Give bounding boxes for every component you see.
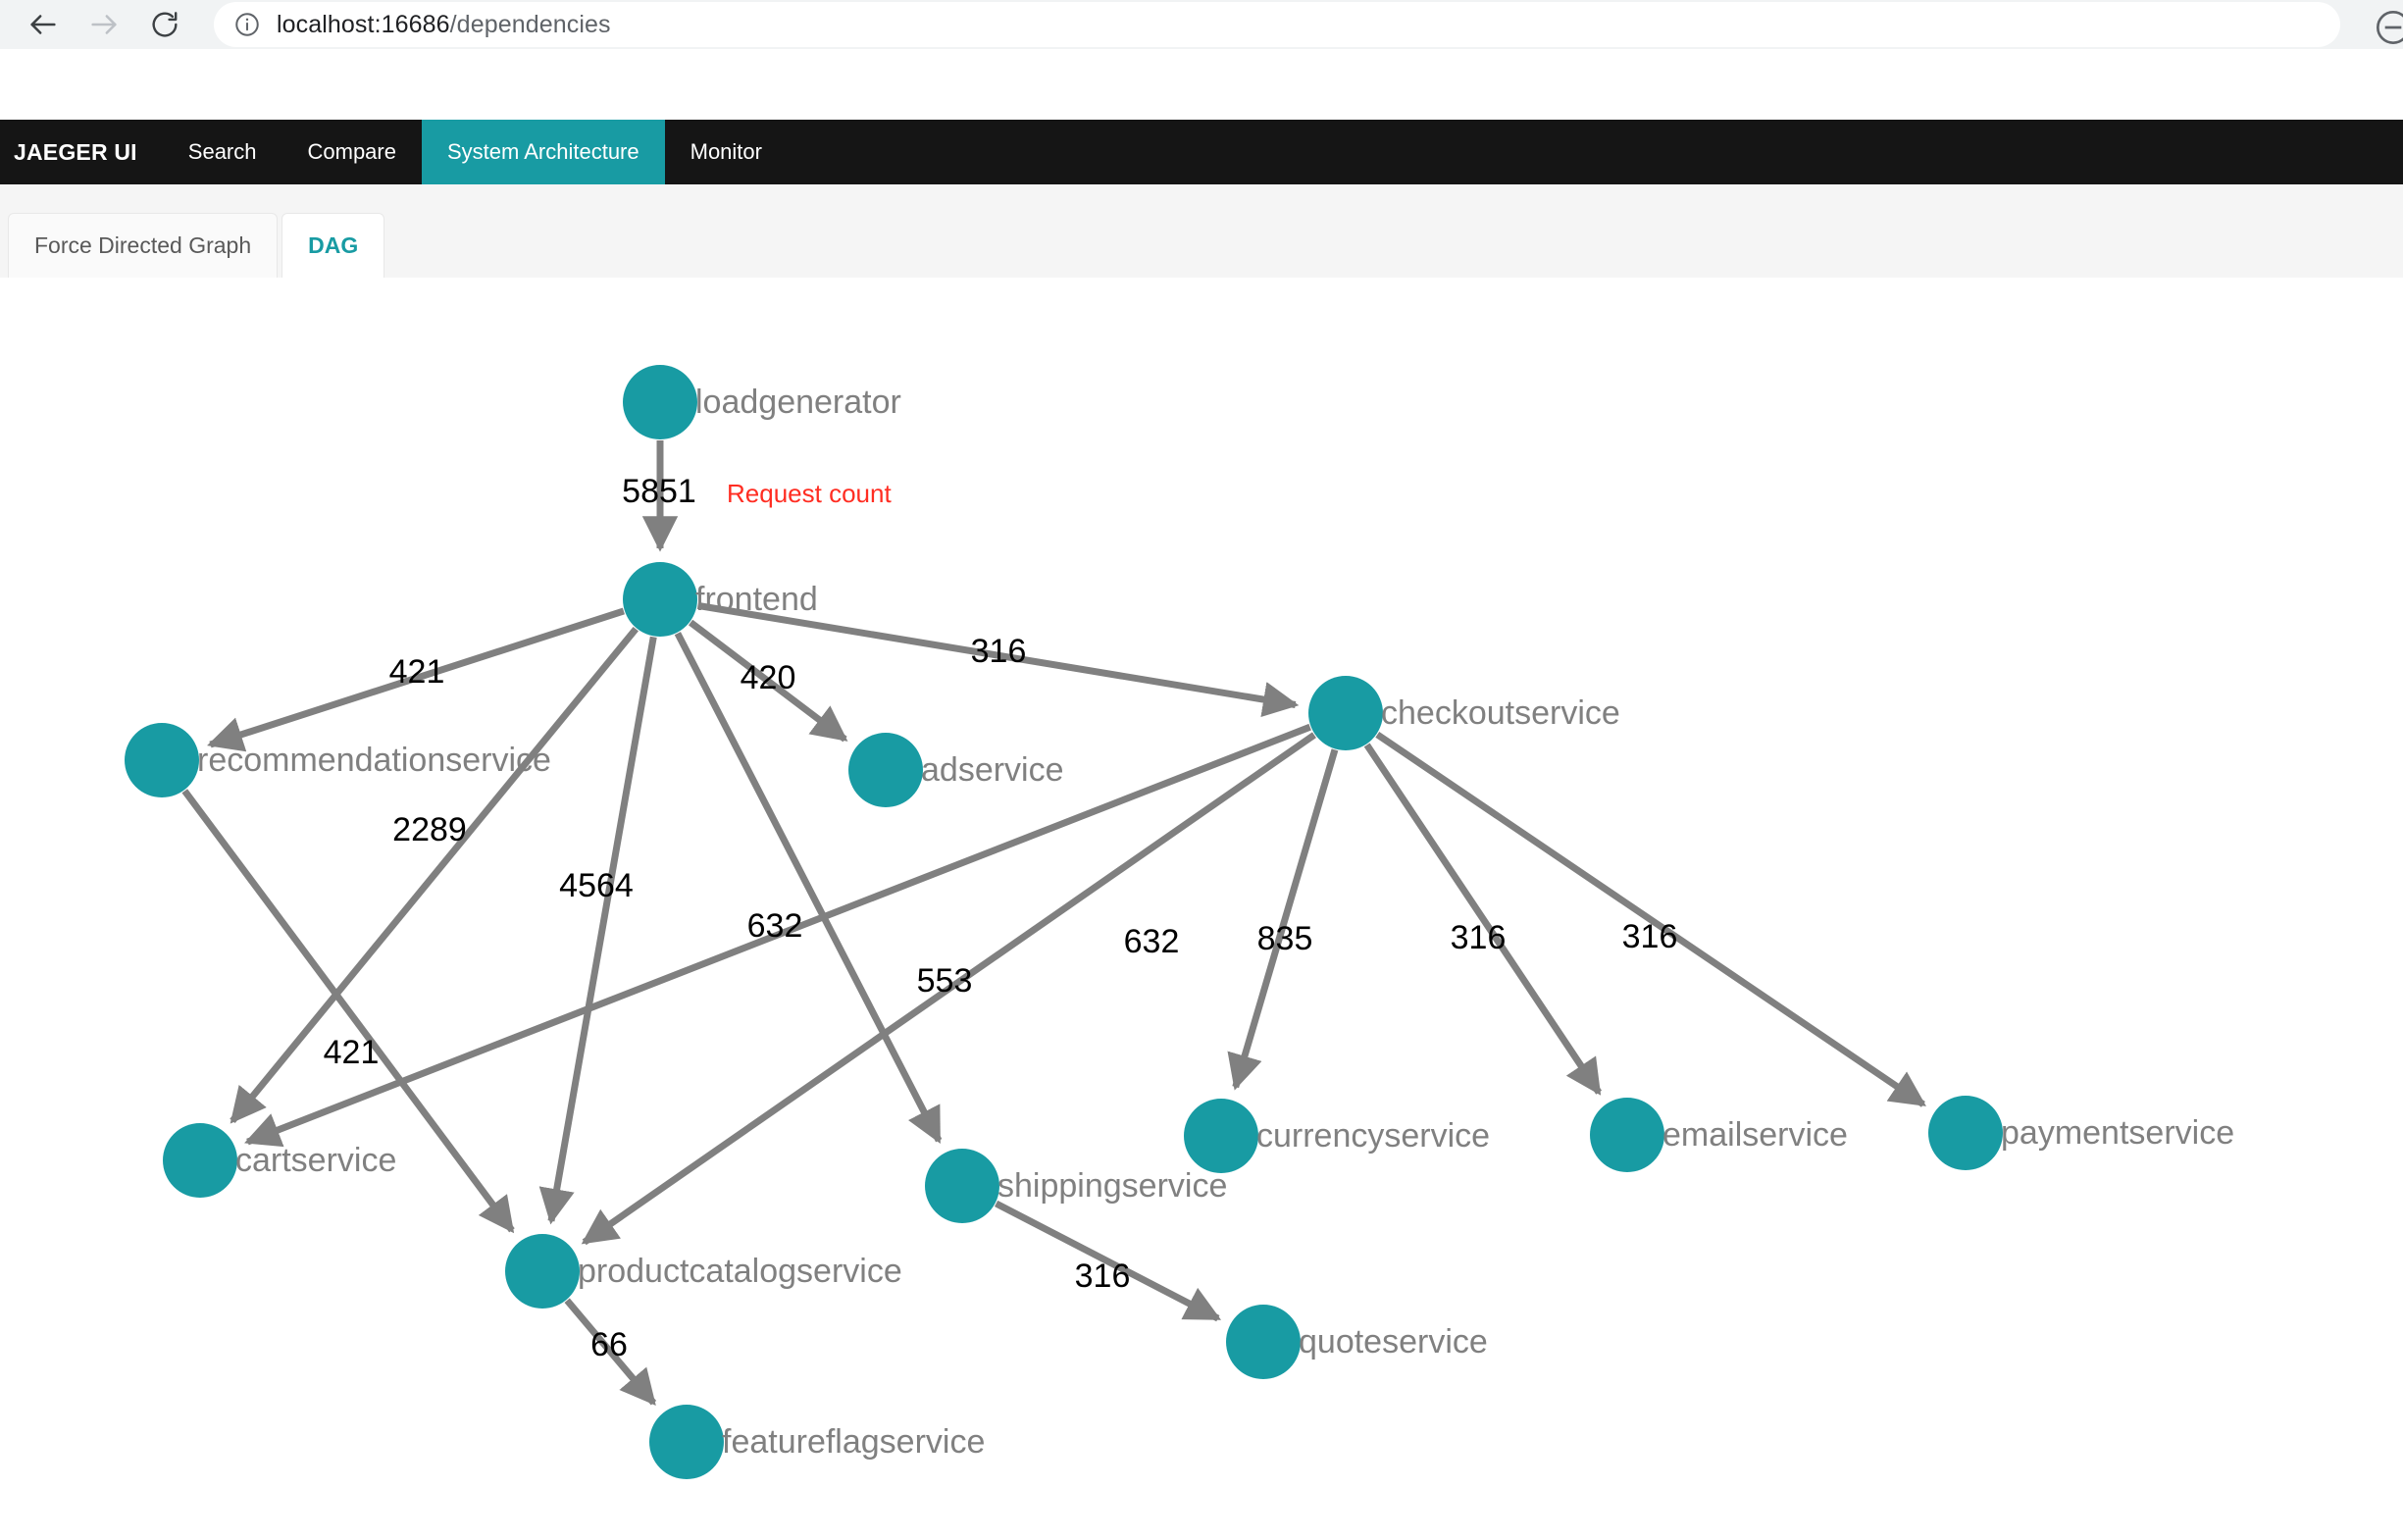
edge-frontend-to-cartservice[interactable] bbox=[230, 626, 639, 1124]
edge-checkoutservice-to-currencyservice[interactable] bbox=[1227, 748, 1339, 1091]
node-label-loadgenerator: loadgenerator bbox=[695, 384, 901, 421]
edge-frontend-to-productcatalogservice[interactable] bbox=[538, 636, 657, 1225]
nav-item-system-architecture[interactable]: System Architecture bbox=[421, 120, 665, 184]
node-label-cartservice: cartservice bbox=[235, 1142, 396, 1179]
node-currencyservice[interactable]: currencyservice bbox=[1184, 1099, 1490, 1173]
node-circle-paymentservice[interactable] bbox=[1928, 1096, 2003, 1170]
node-circle-currencyservice[interactable] bbox=[1184, 1099, 1258, 1173]
edge-label-frontend-to-productcatalogservice: 4564 bbox=[559, 867, 634, 904]
node-circle-adservice[interactable] bbox=[848, 733, 923, 807]
node-circle-emailservice[interactable] bbox=[1590, 1098, 1664, 1172]
profile-circle-icon[interactable] bbox=[2374, 8, 2403, 52]
node-productcatalogservice[interactable]: productcatalogservice bbox=[505, 1234, 902, 1309]
edge-checkoutservice-to-paymentservice[interactable] bbox=[1375, 731, 1926, 1107]
back-button[interactable] bbox=[24, 5, 63, 44]
edge-label-productcatalogservice-to-featureflagservice: 66 bbox=[590, 1326, 628, 1363]
edge-label-frontend-to-cartservice: 2289 bbox=[392, 811, 467, 848]
node-label-adservice: adservice bbox=[921, 751, 1064, 789]
edge-label-checkoutservice-to-productcatalogservice: 632 bbox=[747, 907, 803, 945]
node-label-shippingservice: shippingservice bbox=[997, 1167, 1227, 1205]
edge-label-checkoutservice-to-currencyservice: 835 bbox=[1257, 920, 1313, 957]
url-path: /dependencies bbox=[449, 10, 611, 38]
node-cartservice[interactable]: cartservice bbox=[163, 1123, 396, 1198]
edge-checkoutservice-to-emailservice[interactable] bbox=[1363, 743, 1603, 1096]
node-circle-recommendationservice[interactable] bbox=[125, 723, 199, 797]
jaeger-brand[interactable]: JAEGER UI bbox=[14, 138, 137, 165]
node-paymentservice[interactable]: paymentservice bbox=[1928, 1096, 2234, 1170]
edge-frontend-to-recommendationservice[interactable] bbox=[207, 607, 625, 752]
edge-label-frontend-to-checkoutservice: 316 bbox=[971, 633, 1027, 670]
node-loadgenerator[interactable]: loadgenerator bbox=[623, 365, 901, 439]
node-label-checkoutservice: checkoutservice bbox=[1381, 694, 1620, 732]
edge-frontend-to-adservice[interactable] bbox=[688, 619, 848, 743]
edge-label-checkoutservice-to-cartservice: 553 bbox=[917, 962, 973, 1000]
edge-label-checkoutservice-to-paymentservice: 316 bbox=[1622, 918, 1678, 955]
request-count-legend: Request count bbox=[727, 479, 892, 508]
address-bar[interactable]: localhost:16686/dependencies bbox=[214, 2, 2340, 47]
node-circle-productcatalogservice[interactable] bbox=[505, 1234, 580, 1309]
node-shippingservice[interactable]: shippingservice bbox=[925, 1149, 1227, 1223]
edge-frontend-to-checkoutservice[interactable] bbox=[696, 601, 1300, 718]
node-featureflagservice[interactable]: featureflagservice bbox=[649, 1405, 985, 1479]
edge-recommendationservice-to-productcatalogservice[interactable] bbox=[181, 789, 515, 1234]
node-label-frontend: frontend bbox=[695, 581, 818, 618]
edge-label-loadgenerator-to-frontend: 5851 bbox=[622, 473, 696, 510]
nodes-layer: loadgenerator frontend recommendationservi… bbox=[125, 365, 2234, 1479]
edge-label-shippingservice-to-quoteservice: 316 bbox=[1075, 1258, 1131, 1295]
node-circle-checkoutservice[interactable] bbox=[1308, 676, 1383, 750]
node-quoteservice[interactable]: quoteservice bbox=[1226, 1305, 1488, 1379]
tab-force-directed-graph[interactable]: Force Directed Graph bbox=[8, 213, 279, 278]
dependency-graph-canvas[interactable]: 5851 421 420 316 2289 4564 632 421 632 553 835 316 3… bbox=[0, 278, 2403, 1540]
node-circle-loadgenerator[interactable] bbox=[623, 365, 697, 439]
nav-item-compare[interactable]: Compare bbox=[307, 139, 396, 164]
edge-label-frontend-to-adservice: 420 bbox=[741, 659, 796, 696]
reload-button[interactable] bbox=[145, 5, 184, 44]
node-label-emailservice: emailservice bbox=[1662, 1116, 1848, 1154]
edge-label-checkoutservice-to-emailservice: 316 bbox=[1451, 919, 1507, 956]
node-label-currencyservice: currencyservice bbox=[1256, 1117, 1490, 1155]
url-host: localhost:16686 bbox=[277, 10, 450, 38]
edge-shippingservice-to-quoteservice[interactable] bbox=[995, 1200, 1222, 1322]
node-label-featureflagservice: featureflagservice bbox=[722, 1423, 985, 1461]
dag-svg: 5851 421 420 316 2289 4564 632 421 632 553 835 316 3… bbox=[125, 365, 2234, 1479]
node-circle-shippingservice[interactable] bbox=[925, 1149, 999, 1223]
node-label-paymentservice: paymentservice bbox=[2001, 1114, 2234, 1152]
edge-label-recommendationservice-to-productcatalogservice: 421 bbox=[324, 1034, 380, 1071]
browser-toolbar: localhost:16686/dependencies bbox=[0, 0, 2403, 49]
node-frontend[interactable]: frontend bbox=[623, 562, 818, 637]
node-checkoutservice[interactable]: checkoutservice bbox=[1308, 676, 1620, 750]
edge-frontend-to-shippingservice[interactable] bbox=[674, 632, 943, 1145]
node-circle-frontend[interactable] bbox=[623, 562, 697, 637]
node-circle-featureflagservice[interactable] bbox=[649, 1405, 724, 1479]
edge-checkoutservice-to-cartservice[interactable] bbox=[244, 723, 1311, 1148]
node-recommendationservice[interactable]: recommendationservice bbox=[125, 723, 551, 797]
tab-dag[interactable]: DAG bbox=[281, 213, 385, 278]
edge-label-frontend-to-shippingservice: 632 bbox=[1124, 923, 1180, 960]
graph-mode-tabs: Force Directed Graph DAG bbox=[0, 184, 2403, 278]
forward-button[interactable] bbox=[84, 5, 124, 44]
url-text: localhost:16686/dependencies bbox=[277, 11, 611, 39]
node-label-recommendationservice: recommendationservice bbox=[197, 742, 551, 779]
nav-item-monitor[interactable]: Monitor bbox=[690, 139, 762, 164]
nav-item-search[interactable]: Search bbox=[187, 139, 257, 164]
node-label-quoteservice: quoteservice bbox=[1299, 1323, 1488, 1360]
node-circle-quoteservice[interactable] bbox=[1226, 1305, 1301, 1379]
jaeger-navbar: JAEGER UI Search Compare System Architec… bbox=[0, 120, 2403, 184]
node-emailservice[interactable]: emailservice bbox=[1590, 1098, 1848, 1172]
edge-label-frontend-to-recommendationservice: 421 bbox=[389, 653, 445, 691]
node-adservice[interactable]: adservice bbox=[848, 733, 1064, 807]
node-circle-cartservice[interactable] bbox=[163, 1123, 237, 1198]
info-circle-icon[interactable] bbox=[233, 11, 261, 38]
edge-productcatalogservice-to-featureflagservice[interactable] bbox=[564, 1298, 657, 1407]
edges-layer bbox=[181, 440, 1926, 1407]
edge-labels-layer: 5851 421 420 316 2289 4564 632 421 632 553 835 316 3… bbox=[324, 473, 1678, 1363]
edge-checkoutservice-to-productcatalogservice[interactable] bbox=[581, 732, 1316, 1246]
node-label-productcatalogservice: productcatalogservice bbox=[578, 1253, 902, 1290]
